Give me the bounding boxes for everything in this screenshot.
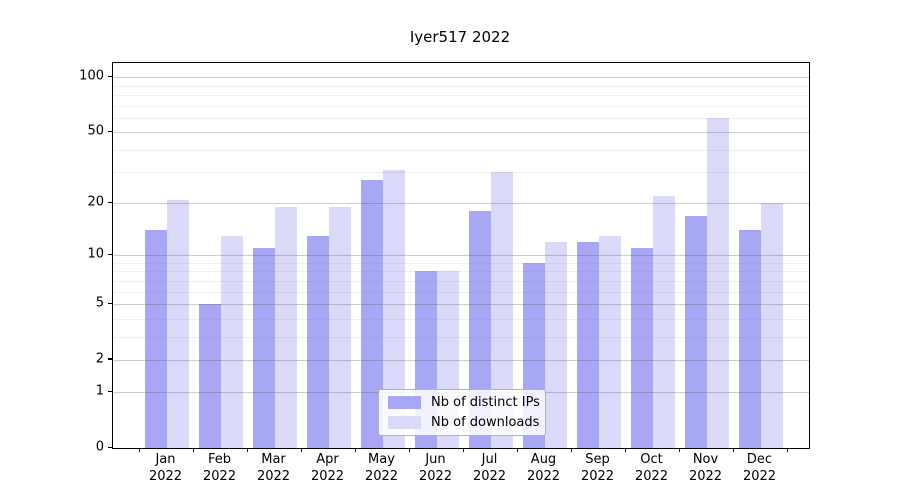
minor-gridline-60	[113, 117, 809, 119]
minor-gridline-6	[113, 291, 809, 293]
x-tick-label-feb: Feb 2022	[202, 452, 237, 484]
y-tick-label: 1	[95, 383, 104, 399]
legend: Nb of distinct IPs Nb of downloads	[378, 389, 546, 436]
x-tick-label-jan: Jan 2022	[148, 452, 183, 484]
bar-distinct-ips-nov	[684, 215, 707, 448]
downloads-swatch	[388, 415, 421, 429]
x-tick-label-nov: Nov 2022	[688, 452, 723, 484]
y-tick-label: 100	[79, 68, 104, 84]
bar-downloads-nov	[706, 117, 729, 448]
minor-gridline-40	[113, 149, 809, 151]
minor-gridline-90	[113, 85, 809, 87]
major-gridline-5	[113, 304, 809, 306]
major-gridline-2	[113, 359, 809, 361]
x-tick-label-aug: Aug 2022	[526, 452, 561, 484]
x-tick-mark	[462, 448, 464, 452]
minor-gridline-30	[113, 172, 809, 174]
major-gridline-50	[113, 132, 809, 134]
major-gridline-20	[113, 203, 809, 205]
bar-downloads-jul	[490, 172, 513, 448]
bar-distinct-ips-mar	[252, 248, 275, 448]
legend-item-downloads: Nb of downloads	[379, 415, 545, 430]
x-tick-mark	[300, 448, 302, 452]
bar-downloads-dec	[760, 203, 783, 448]
y-tick-mark	[108, 358, 112, 360]
y-tick-mark	[108, 75, 112, 78]
x-tick-mark	[624, 448, 626, 452]
major-gridline-10	[113, 255, 809, 257]
y-tick-label: 20	[87, 194, 104, 210]
minor-gridline-3	[113, 336, 809, 338]
major-gridline-100	[113, 77, 809, 79]
minor-gridline-80	[113, 94, 809, 96]
legend-item-distinct-ips: Nb of distinct IPs	[379, 395, 545, 410]
y-tick-mark	[108, 130, 112, 133]
x-tick-mark	[138, 448, 140, 452]
x-tick-mark	[786, 448, 788, 452]
y-tick-mark	[108, 390, 112, 393]
x-tick-label-jul: Jul 2022	[472, 452, 507, 484]
bar-downloads-aug	[544, 241, 567, 448]
minor-gridline-8	[113, 271, 809, 273]
x-tick-mark	[570, 448, 572, 452]
x-tick-mark	[354, 448, 356, 452]
y-tick-label: 10	[87, 246, 104, 262]
y-tick-mark	[108, 302, 112, 305]
x-tick-mark	[408, 448, 410, 452]
x-tick-label-dec: Dec 2022	[742, 452, 777, 484]
bar-distinct-ips-dec	[738, 230, 761, 448]
bar-distinct-ips-feb	[198, 304, 221, 448]
x-tick-label-jun: Jun 2022	[418, 452, 453, 484]
chart-title: Iyer517 2022	[409, 28, 511, 46]
bar-distinct-ips-oct	[630, 248, 653, 448]
x-tick-mark	[516, 448, 518, 452]
x-tick-mark	[192, 448, 194, 452]
minor-gridline-7	[113, 280, 809, 282]
x-tick-mark	[732, 448, 734, 452]
bar-downloads-apr	[328, 207, 351, 448]
x-tick-label-may: May 2022	[364, 452, 399, 484]
y-tick-mark	[108, 201, 112, 204]
bar-distinct-ips-may	[360, 180, 383, 448]
x-tick-label-sep: Sep 2022	[580, 452, 615, 484]
bar-downloads-may	[382, 169, 405, 448]
y-tick-label: 50	[87, 123, 104, 139]
bar-downloads-sep	[598, 235, 621, 448]
bar-distinct-ips-sep	[576, 241, 599, 448]
legend-label: Nb of distinct IPs	[431, 395, 540, 411]
x-tick-label-mar: Mar 2022	[256, 452, 291, 484]
legend-label: Nb of downloads	[431, 414, 540, 430]
distinct-ips-swatch	[388, 396, 421, 410]
minor-gridline-70	[113, 105, 809, 107]
bar-downloads-mar	[274, 207, 297, 448]
y-tick-label: 2	[95, 351, 104, 367]
y-tick-label: 5	[95, 295, 104, 311]
x-tick-mark	[246, 448, 248, 452]
minor-gridline-9	[113, 263, 809, 264]
y-tick-label: 0	[95, 439, 104, 455]
bar-downloads-oct	[652, 196, 675, 448]
minor-gridline-4	[113, 318, 809, 320]
y-tick-mark	[108, 253, 112, 256]
x-tick-label-oct: Oct 2022	[634, 452, 669, 484]
bar-downloads-feb	[220, 235, 243, 448]
plot-area	[112, 62, 810, 449]
y-tick-mark	[108, 446, 112, 448]
bar-downloads-jan	[166, 199, 189, 448]
bar-distinct-ips-jan	[144, 230, 167, 448]
x-tick-mark	[678, 448, 680, 452]
x-tick-label-apr: Apr 2022	[310, 452, 345, 484]
bar-distinct-ips-jul	[468, 211, 491, 448]
bar-distinct-ips-apr	[306, 235, 329, 448]
